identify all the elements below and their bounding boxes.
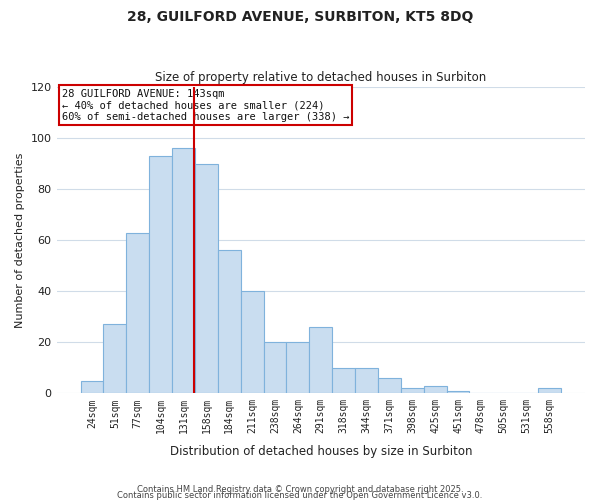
Bar [80,380,103,394]
Text: 28 GUILFORD AVENUE: 143sqm
← 40% of detached houses are smaller (224)
60% of sem: 28 GUILFORD AVENUE: 143sqm ← 40% of deta… [62,88,349,122]
Bar [424,386,446,394]
Bar [241,291,263,394]
Bar [286,342,310,394]
Bar [332,368,355,394]
Bar [127,232,149,394]
Bar [103,324,127,394]
Text: Contains HM Land Registry data © Crown copyright and database right 2025.: Contains HM Land Registry data © Crown c… [137,485,463,494]
Bar [149,156,172,394]
Y-axis label: Number of detached properties: Number of detached properties [15,152,25,328]
Bar [172,148,195,394]
Text: 28, GUILFORD AVENUE, SURBITON, KT5 8DQ: 28, GUILFORD AVENUE, SURBITON, KT5 8DQ [127,10,473,24]
Bar [446,390,469,394]
Text: Contains public sector information licensed under the Open Government Licence v3: Contains public sector information licen… [118,490,482,500]
Bar [263,342,286,394]
X-axis label: Distribution of detached houses by size in Surbiton: Distribution of detached houses by size … [170,444,472,458]
Bar [195,164,218,394]
Bar [218,250,241,394]
Bar [355,368,378,394]
Title: Size of property relative to detached houses in Surbiton: Size of property relative to detached ho… [155,72,487,85]
Bar [538,388,561,394]
Bar [378,378,401,394]
Bar [310,327,332,394]
Bar [401,388,424,394]
